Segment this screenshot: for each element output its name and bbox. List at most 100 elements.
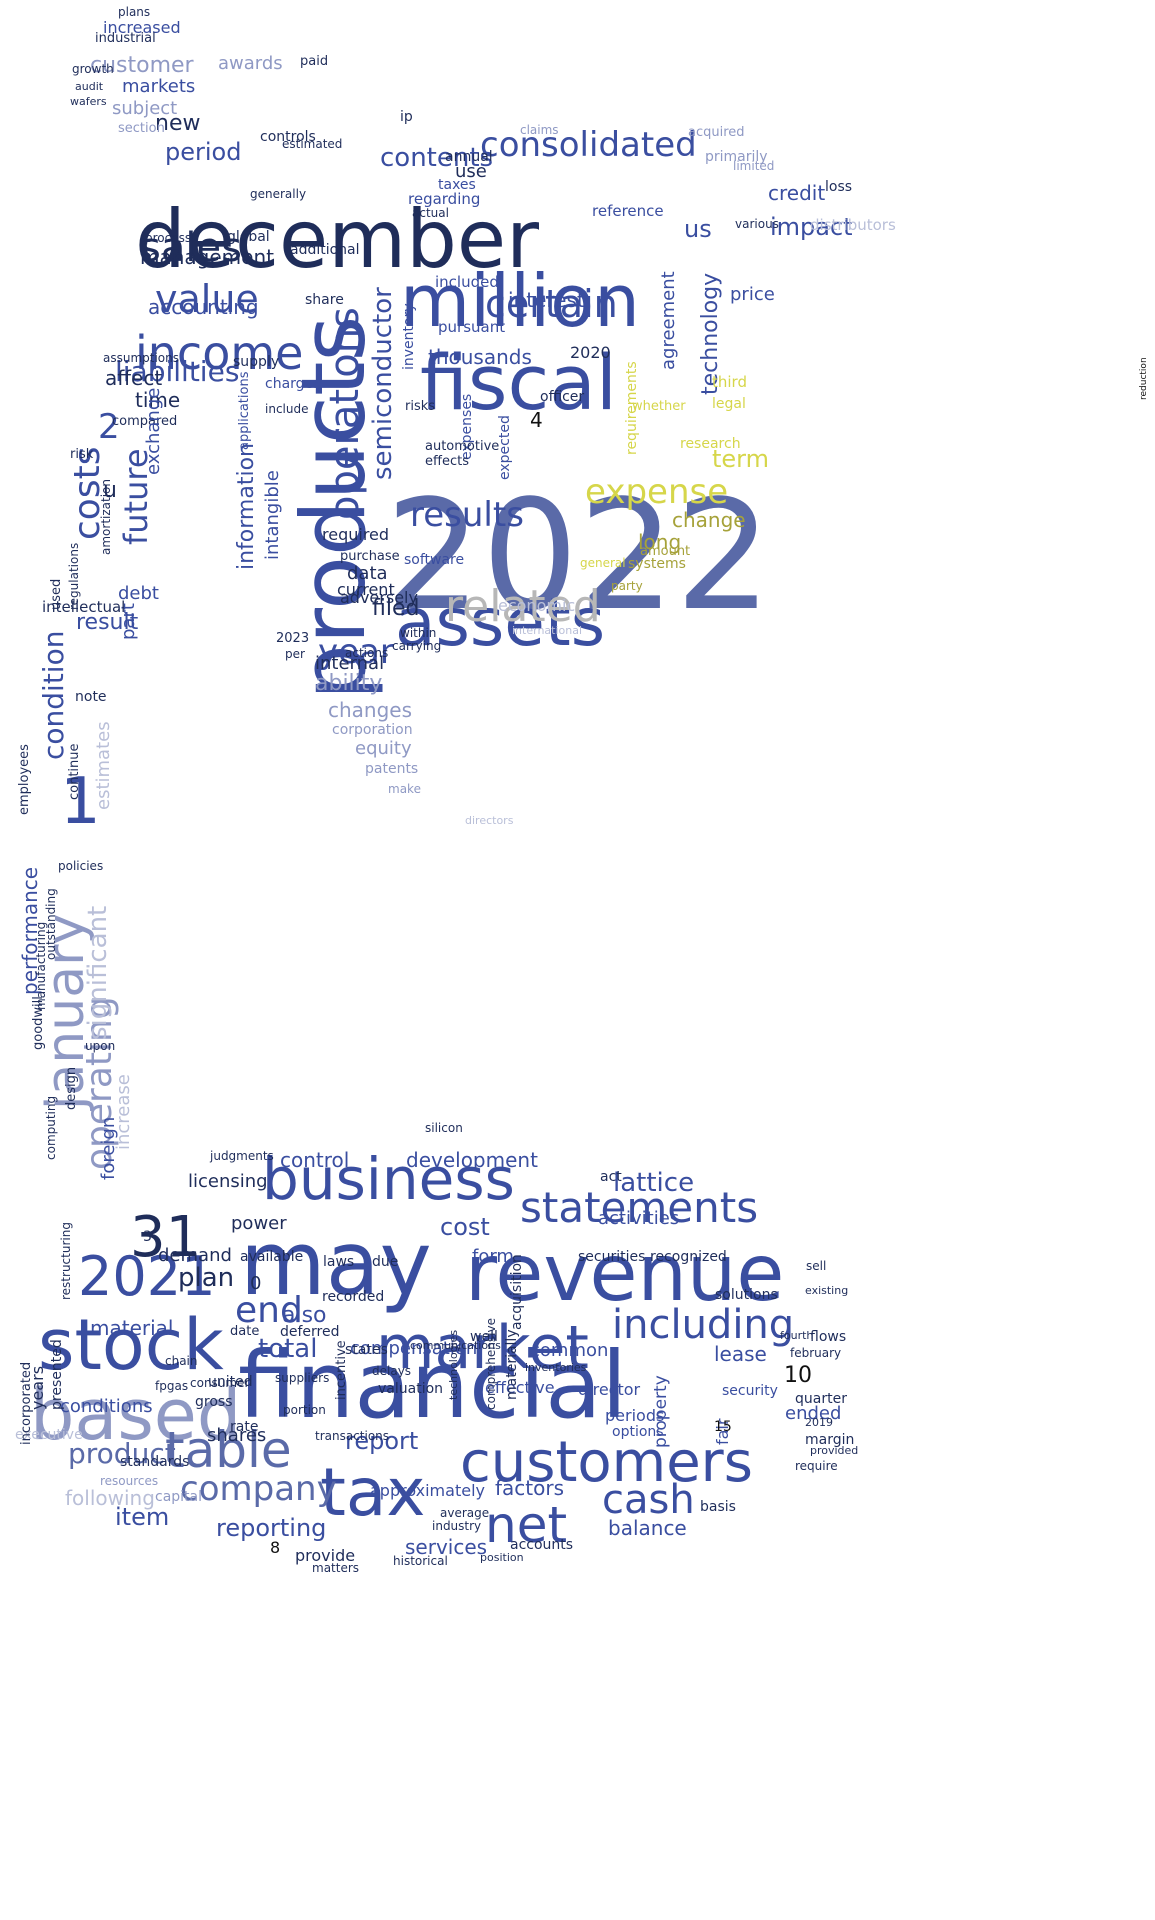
cloud-word-product: product bbox=[68, 1437, 176, 1470]
cloud-word-historical: historical bbox=[393, 1554, 448, 1568]
cloud-word-common: common bbox=[530, 1340, 609, 1361]
cloud-word-market: market bbox=[376, 1313, 589, 1383]
cloud-word-control: control bbox=[280, 1148, 350, 1172]
cloud-word-directors: directors bbox=[465, 814, 514, 827]
cloud-word-also: also bbox=[282, 1303, 327, 1328]
cloud-word-within: within bbox=[400, 626, 437, 640]
cloud-word-note: note bbox=[75, 689, 107, 705]
cloud-word-restructuring: restructuring bbox=[59, 1222, 73, 1300]
cloud-word-condition: condition bbox=[37, 630, 70, 760]
cloud-word-actions: actions bbox=[345, 646, 389, 660]
cloud-word-adversely: adversely bbox=[340, 588, 418, 607]
cloud-word-thousands: thousands bbox=[428, 345, 532, 369]
cloud-word-party: party bbox=[611, 579, 643, 593]
cloud-word-agreement: agreement bbox=[658, 271, 679, 370]
cloud-word-report: report bbox=[345, 1427, 419, 1455]
cloud-word-legal: legal bbox=[712, 396, 746, 412]
cloud-word-controls: controls bbox=[260, 129, 316, 145]
cloud-word-effects: effects bbox=[425, 454, 469, 469]
cloud-word-additional: additional bbox=[290, 242, 360, 258]
cloud-word-included: included bbox=[435, 273, 499, 291]
cloud-word-securities: securities bbox=[578, 1249, 646, 1265]
cloud-word-form: form bbox=[472, 1246, 514, 1267]
cloud-word-united: united bbox=[208, 1374, 253, 1390]
cloud-word-annual: annual bbox=[445, 149, 493, 165]
cloud-word-foreign: foreign bbox=[98, 1116, 119, 1180]
cloud-word-services: services bbox=[405, 1535, 488, 1559]
cloud-word-use: use bbox=[455, 161, 487, 182]
cloud-word-require: require bbox=[795, 1459, 838, 1473]
cloud-word-basis: basis bbox=[700, 1499, 736, 1515]
cloud-word-accounts: accounts bbox=[510, 1537, 574, 1553]
cloud-word-matters: matters bbox=[312, 1561, 360, 1575]
cloud-word-director: director bbox=[578, 1380, 641, 1399]
cloud-word-stock: stock bbox=[38, 1304, 224, 1386]
cloud-word-ten: 10 bbox=[784, 1363, 812, 1388]
cloud-word-intellectual: intellectual bbox=[42, 598, 126, 616]
cloud-word-period: period bbox=[165, 138, 242, 166]
cloud-word-tax: tax bbox=[320, 1454, 426, 1531]
cloud-word-december: december bbox=[135, 193, 540, 286]
cloud-word-company: company bbox=[180, 1469, 337, 1509]
cloud-word-charges: charges bbox=[265, 376, 321, 392]
cloud-word-due: due bbox=[372, 1254, 399, 1270]
cloud-word-primarily: primarily bbox=[705, 149, 768, 165]
cloud-word-including: including bbox=[612, 1302, 795, 1348]
cloud-word-global: global bbox=[227, 229, 270, 245]
cloud-word-data: data bbox=[347, 563, 388, 584]
cloud-word-semiconductor: semiconductor bbox=[368, 287, 398, 480]
cloud-word-total: total bbox=[258, 1334, 318, 1364]
cloud-word-long: long bbox=[638, 530, 682, 554]
cloud-word-significant: significant bbox=[83, 905, 113, 1040]
cloud-word-software: software bbox=[404, 552, 465, 568]
cloud-word-chain: chain bbox=[165, 1354, 198, 1368]
cloud-word-contents: contents bbox=[380, 143, 494, 173]
cloud-word-resources: resources bbox=[100, 1474, 159, 1488]
cloud-word-compared: compared bbox=[112, 414, 178, 429]
cloud-word-conditions: conditions bbox=[60, 1396, 153, 1417]
cloud-word-ended: ended bbox=[785, 1403, 842, 1424]
cloud-word-industrial: industrial bbox=[95, 31, 156, 46]
cloud-word-amount: amount bbox=[640, 544, 691, 559]
cloud-word-lattice: lattice bbox=[613, 1168, 695, 1198]
cloud-word-regulations: regulations bbox=[67, 542, 81, 610]
cloud-word-management: management bbox=[140, 245, 274, 269]
cloud-word-rate: rate bbox=[230, 1419, 259, 1435]
cloud-word-year2023: 2023 bbox=[276, 631, 310, 646]
cloud-word-employees: employees bbox=[17, 744, 32, 815]
cloud-word-information: information bbox=[234, 443, 259, 570]
cloud-word-consumer: consumer bbox=[190, 1376, 250, 1390]
cloud-word-presented: presented bbox=[49, 1339, 65, 1410]
cloud-word-subject: subject bbox=[112, 98, 178, 119]
cloud-word-research: research bbox=[680, 436, 741, 452]
cloud-word-cash: cash bbox=[602, 1477, 695, 1523]
cloud-word-well: well bbox=[470, 1329, 498, 1345]
cloud-word-design: design bbox=[64, 1066, 79, 1110]
cloud-word-risks: risks bbox=[405, 399, 436, 414]
cloud-word-inventories: inventories bbox=[525, 1361, 587, 1374]
cloud-word-act: act bbox=[600, 1169, 622, 1185]
cloud-word-demand: demand bbox=[158, 1245, 232, 1266]
cloud-word-officer: officer bbox=[540, 389, 585, 405]
cloud-word-include: include bbox=[265, 402, 309, 416]
cloud-word-assets: assets bbox=[395, 584, 606, 661]
cloud-word-applications: applications bbox=[237, 371, 252, 450]
cloud-word-supply: supply bbox=[233, 354, 280, 370]
cloud-word-sell: sell bbox=[806, 1259, 827, 1273]
cloud-word-interest: interest bbox=[508, 288, 585, 312]
cloud-word-markets: markets bbox=[122, 76, 196, 97]
cloud-word-customer: customer bbox=[90, 53, 194, 78]
cloud-word-related: related bbox=[445, 581, 601, 632]
cloud-word-results: results bbox=[410, 495, 524, 535]
cloud-word-laws: laws bbox=[323, 1254, 355, 1270]
cloud-word-u: u bbox=[103, 478, 117, 503]
cloud-word-requirements: requirements bbox=[624, 361, 640, 455]
cloud-word-year2021: 2021 bbox=[78, 1245, 216, 1308]
cloud-word-impact: impact bbox=[770, 213, 853, 241]
cloud-word-goodwill: goodwill bbox=[31, 996, 46, 1050]
cloud-word-consolidated: consolidated bbox=[480, 125, 697, 165]
cloud-word-required: required bbox=[322, 525, 390, 544]
cloud-word-factors: factors bbox=[495, 1476, 565, 1500]
cloud-word-expense: expense bbox=[585, 472, 729, 512]
cloud-word-years: years bbox=[28, 1365, 47, 1410]
